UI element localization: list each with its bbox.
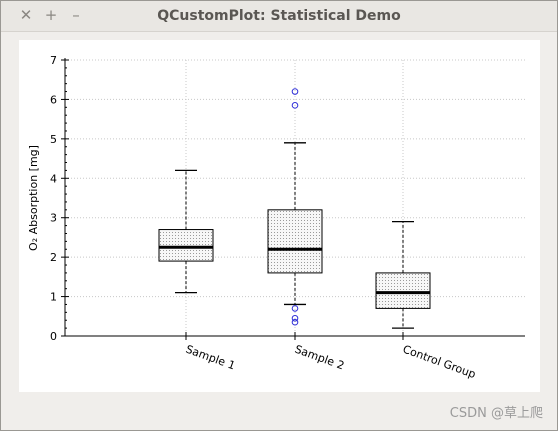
boxplot-chart[interactable]: 0 1 2 3 4 5 6 7 O₂ Absorption [mg] Sample 1 Sample… — [19, 40, 540, 392]
box-0 — [158, 229, 214, 262]
outlier-point-1-4 — [291, 88, 299, 95]
outlier-point-1-3 — [291, 102, 299, 109]
y-tick-label: 1 — [50, 291, 57, 304]
close-button[interactable]: ✕ — [19, 6, 33, 24]
y-tick-label: 7 — [50, 54, 57, 67]
y-tick-label: 4 — [50, 172, 57, 185]
outlier-point-1-1 — [291, 314, 299, 322]
x-tick-label-0: Sample 1 — [184, 343, 237, 373]
x-tick-label-1: Sample 2 — [293, 343, 346, 373]
y-axis-label: O₂ Absorption [mg] — [27, 145, 40, 251]
maximize-button[interactable]: + — [44, 6, 58, 24]
window-title: QCustomPlot: Statistical Demo — [157, 8, 401, 24]
outlier-point-1-2 — [291, 318, 299, 326]
y-tick-label: 3 — [50, 212, 57, 225]
x-tick-label-2: Control Group — [401, 343, 478, 381]
box-2 — [375, 272, 431, 309]
plot-area[interactable]: 0 1 2 3 4 5 6 7 O₂ Absorption [mg] Sample 1 Sample… — [19, 40, 540, 392]
title-bar: ✕ + – QCustomPlot: Statistical Demo — [1, 1, 557, 32]
minimize-button[interactable]: – — [72, 6, 80, 24]
y-tick-label: 5 — [50, 133, 57, 146]
box-1 — [267, 209, 323, 274]
outlier-point-1-0 — [291, 305, 299, 312]
y-tick-label: 2 — [50, 251, 57, 264]
watermark-text: CSDN @草上爬 — [449, 406, 543, 421]
y-tick-label: 0 — [50, 330, 57, 343]
y-tick-label: 6 — [50, 93, 57, 106]
